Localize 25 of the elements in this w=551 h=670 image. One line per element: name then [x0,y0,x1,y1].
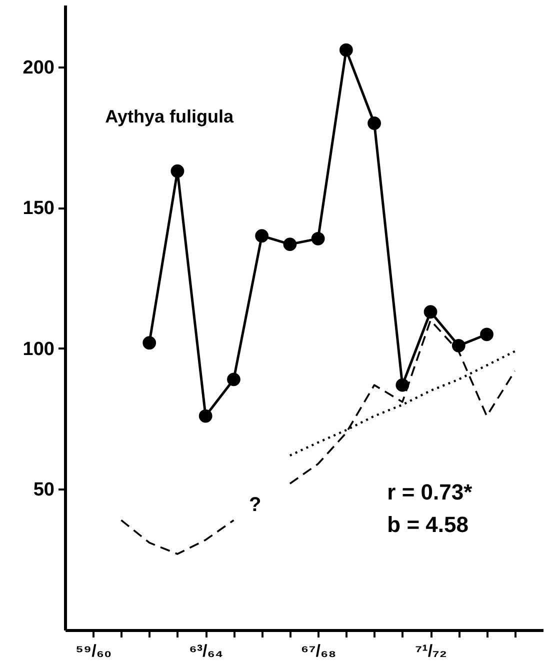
y-tick-label: 200 [22,57,54,78]
point [424,305,438,319]
point [480,328,494,342]
point [311,232,325,246]
point [170,164,184,178]
annotation: b = 4.58 [387,512,469,537]
x-tick-label: ⁶³/₆₄ [189,642,224,660]
point [368,116,381,130]
x-tick-label: ⁶⁷/₆₈ [300,642,336,660]
x-tick-label: ⁵⁹/₆₀ [76,642,112,660]
annotation: r = 0.73* [387,480,473,504]
annotation: ? [249,494,262,516]
y-tick-label: 100 [22,338,54,360]
point [396,378,410,392]
point [198,409,212,423]
point [283,238,297,251]
annotation: Aythya fuligula [105,106,234,126]
point [452,338,466,352]
point [255,229,269,243]
y-tick-label: 50 [33,480,54,501]
point [227,372,240,386]
point [339,43,353,57]
x-tick-label: ⁷¹/₇₂ [415,642,447,660]
point [142,336,156,350]
y-tick-label: 150 [22,198,54,220]
